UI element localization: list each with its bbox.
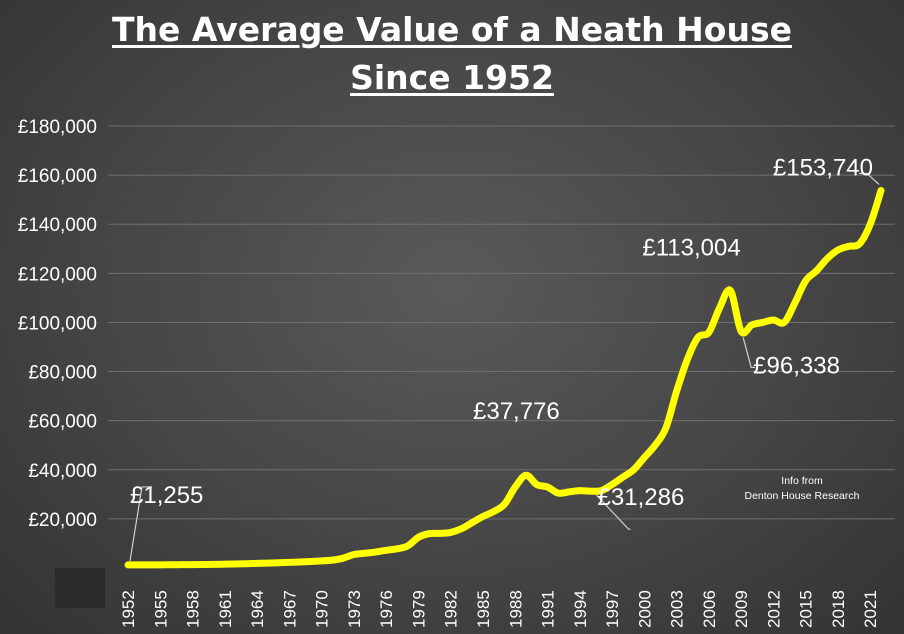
- x-tick-label: 1958: [184, 590, 203, 628]
- x-tick-label: 1982: [442, 590, 461, 628]
- y-axis-ticks: £20,000 £40,000 £60,000 £80,000 £100,000 £120…: [18, 117, 97, 531]
- y-tick-label: £80,000: [28, 363, 97, 384]
- x-tick-label: 1985: [474, 590, 493, 628]
- data-label: £1,255: [130, 482, 203, 509]
- x-tick-label: 1991: [539, 590, 558, 628]
- x-tick-label: 1973: [345, 590, 364, 628]
- x-tick-label: 1976: [377, 590, 396, 628]
- y-tick-label: £40,000: [28, 461, 97, 482]
- source-note-line-1: Info from: [781, 475, 823, 487]
- leader-line: [742, 337, 756, 369]
- x-tick-label: 1994: [571, 590, 590, 628]
- x-tick-label: 2006: [700, 590, 719, 628]
- x-axis-band: [55, 568, 105, 608]
- y-tick-label: £60,000: [28, 412, 97, 433]
- x-tick-label: 1979: [409, 590, 428, 628]
- x-tick-label: 2012: [764, 590, 783, 628]
- x-tick-label: 1955: [151, 590, 170, 628]
- chart-title-line-2: Since 1952: [350, 58, 554, 97]
- x-tick-label: 2018: [829, 590, 848, 628]
- data-label: £153,740: [773, 154, 873, 181]
- data-label: £31,286: [598, 484, 685, 511]
- leader-line: [859, 172, 880, 185]
- x-tick-label: 1961: [216, 590, 235, 628]
- x-tick-label: 1964: [248, 590, 267, 628]
- x-tick-label: 1988: [506, 590, 525, 628]
- gridlines: [108, 125, 895, 520]
- source-note-line-2: Denton House Research: [745, 490, 860, 502]
- x-tick-label: 1970: [313, 590, 332, 628]
- data-labels: £1,255 £37,776 £31,286 £113,004 £96,338 £153,…: [130, 154, 873, 511]
- y-tick-label: £140,000: [18, 215, 97, 236]
- y-tick-label: £160,000: [18, 166, 97, 187]
- y-tick-label: £120,000: [18, 264, 97, 285]
- y-tick-label: £20,000: [28, 510, 97, 531]
- x-tick-label: 1967: [280, 590, 299, 628]
- x-axis-ticks: 1952 1955 1958 1961 1964 1967 1970 1973 1976 1979…: [119, 590, 880, 628]
- label-leader-lines: [129, 172, 880, 562]
- data-label: £113,004: [642, 235, 740, 262]
- data-label: £96,338: [753, 352, 840, 379]
- y-tick-label: £100,000: [18, 313, 97, 334]
- x-tick-label: 1952: [119, 590, 138, 628]
- leader-line: [596, 494, 631, 530]
- x-tick-label: 2015: [797, 590, 816, 628]
- x-tick-label: 2000: [635, 590, 654, 628]
- series-line: [124, 186, 885, 569]
- x-tick-label: 1997: [603, 590, 622, 628]
- y-tick-label: £180,000: [18, 117, 97, 138]
- chart-title-line-1: The Average Value of a Neath House: [112, 10, 792, 49]
- leader-line: [129, 486, 152, 562]
- x-tick-label: 2021: [861, 590, 880, 628]
- x-tick-label: 2003: [668, 590, 687, 628]
- data-label: £37,776: [473, 398, 560, 425]
- x-tick-label: 2009: [732, 590, 751, 628]
